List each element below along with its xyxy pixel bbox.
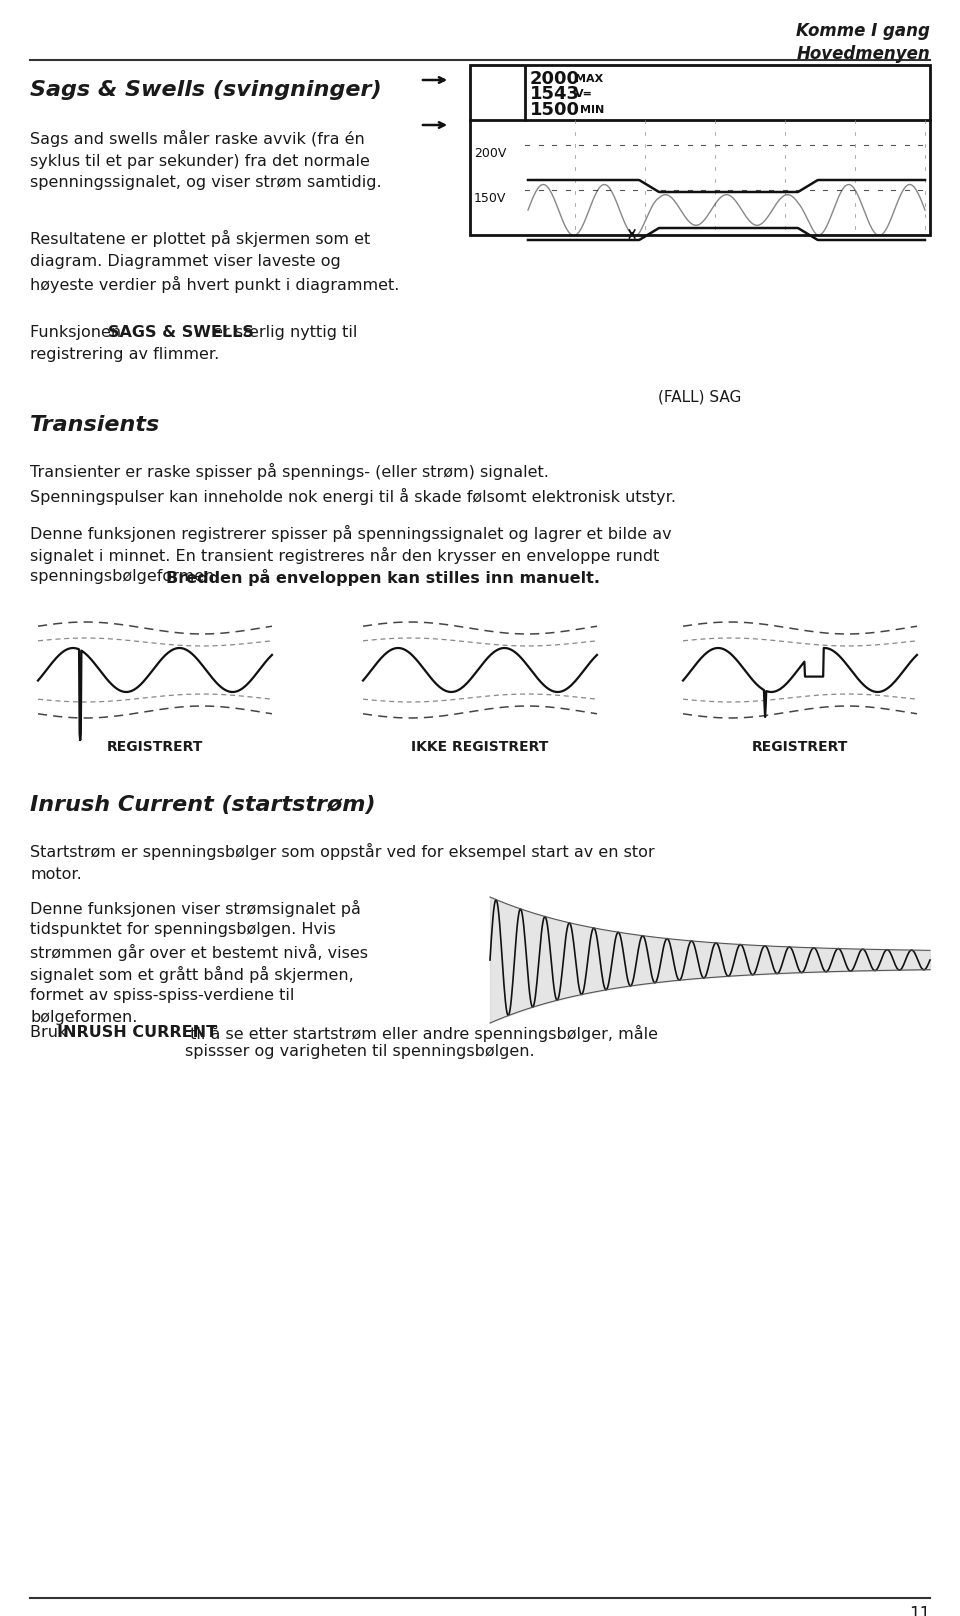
Text: Hovedmenyen: Hovedmenyen — [796, 45, 930, 63]
Bar — [470, 65, 930, 234]
Text: MIN: MIN — [580, 105, 604, 115]
Text: signalet som et grått bånd på skjermen,: signalet som et grått bånd på skjermen, — [30, 966, 353, 983]
Text: 200V: 200V — [474, 147, 506, 160]
Text: 1500: 1500 — [530, 100, 580, 120]
Text: INRUSH CURRENT: INRUSH CURRENT — [57, 1025, 217, 1041]
Text: 11: 11 — [909, 1605, 930, 1616]
Text: spenningsbølgeformen.: spenningsbølgeformen. — [30, 569, 225, 583]
Text: Denne funksjonen viser strømsignalet på: Denne funksjonen viser strømsignalet på — [30, 900, 361, 916]
Text: REGISTRERT: REGISTRERT — [107, 740, 204, 755]
Text: IKKE REGISTRERT: IKKE REGISTRERT — [411, 740, 549, 755]
Text: 2000: 2000 — [530, 69, 580, 87]
Text: 150V: 150V — [474, 192, 506, 205]
Text: Inrush Current (startstrøm): Inrush Current (startstrøm) — [30, 795, 375, 814]
Text: Denne funksjonen registrerer spisser på spenningssignalet og lagrer et bilde av: Denne funksjonen registrerer spisser på … — [30, 525, 672, 541]
Text: formet av spiss-spiss-verdiene til: formet av spiss-spiss-verdiene til — [30, 987, 295, 1004]
Text: registrering av flimmer.: registrering av flimmer. — [30, 347, 219, 362]
Text: signalet i minnet. En transient registreres når den krysser en enveloppe rundt: signalet i minnet. En transient registre… — [30, 546, 660, 564]
Text: 1543: 1543 — [530, 86, 580, 103]
Text: Resultatene er plottet på skjermen som et
diagram. Diagrammet viser laveste og
h: Resultatene er plottet på skjermen som e… — [30, 229, 399, 294]
Text: SAGS & SWELLS: SAGS & SWELLS — [108, 325, 253, 339]
Text: er særlig nyttig til: er særlig nyttig til — [208, 325, 357, 339]
Text: til å se etter startstrøm eller andre spenningsbølger, måle
spissser og varighet: til å se etter startstrøm eller andre sp… — [185, 1025, 658, 1060]
Text: V=: V= — [575, 89, 593, 99]
Text: (FALL) SAG: (FALL) SAG — [659, 389, 742, 406]
Text: Bruk: Bruk — [30, 1025, 73, 1041]
Text: Transients: Transients — [30, 415, 160, 435]
Text: Transienter er raske spisser på spennings- (eller strøm) signalet.
Spenningspuls: Transienter er raske spisser på spenning… — [30, 464, 676, 504]
Text: bølgeformen.: bølgeformen. — [30, 1010, 137, 1025]
Text: Sags & Swells (svingninger): Sags & Swells (svingninger) — [30, 81, 382, 100]
Text: strømmen går over et bestemt nivå, vises: strømmen går over et bestemt nivå, vises — [30, 944, 368, 962]
Text: tidspunktet for spenningsbølgen. Hvis: tidspunktet for spenningsbølgen. Hvis — [30, 923, 336, 937]
Text: Bredden på enveloppen kan stilles inn manuelt.: Bredden på enveloppen kan stilles inn ma… — [166, 569, 600, 587]
Text: Sags and swells måler raske avvik (fra én
syklus til et par sekunder) fra det no: Sags and swells måler raske avvik (fra é… — [30, 129, 382, 191]
Text: Startstrøm er spenningsbølger som oppstår ved for eksempel start av en stor
moto: Startstrøm er spenningsbølger som oppstå… — [30, 844, 655, 882]
Text: REGISTRERT: REGISTRERT — [752, 740, 849, 755]
Text: Funksjonen: Funksjonen — [30, 325, 127, 339]
Text: Komme I gang: Komme I gang — [796, 23, 930, 40]
Text: MAX: MAX — [575, 74, 603, 84]
